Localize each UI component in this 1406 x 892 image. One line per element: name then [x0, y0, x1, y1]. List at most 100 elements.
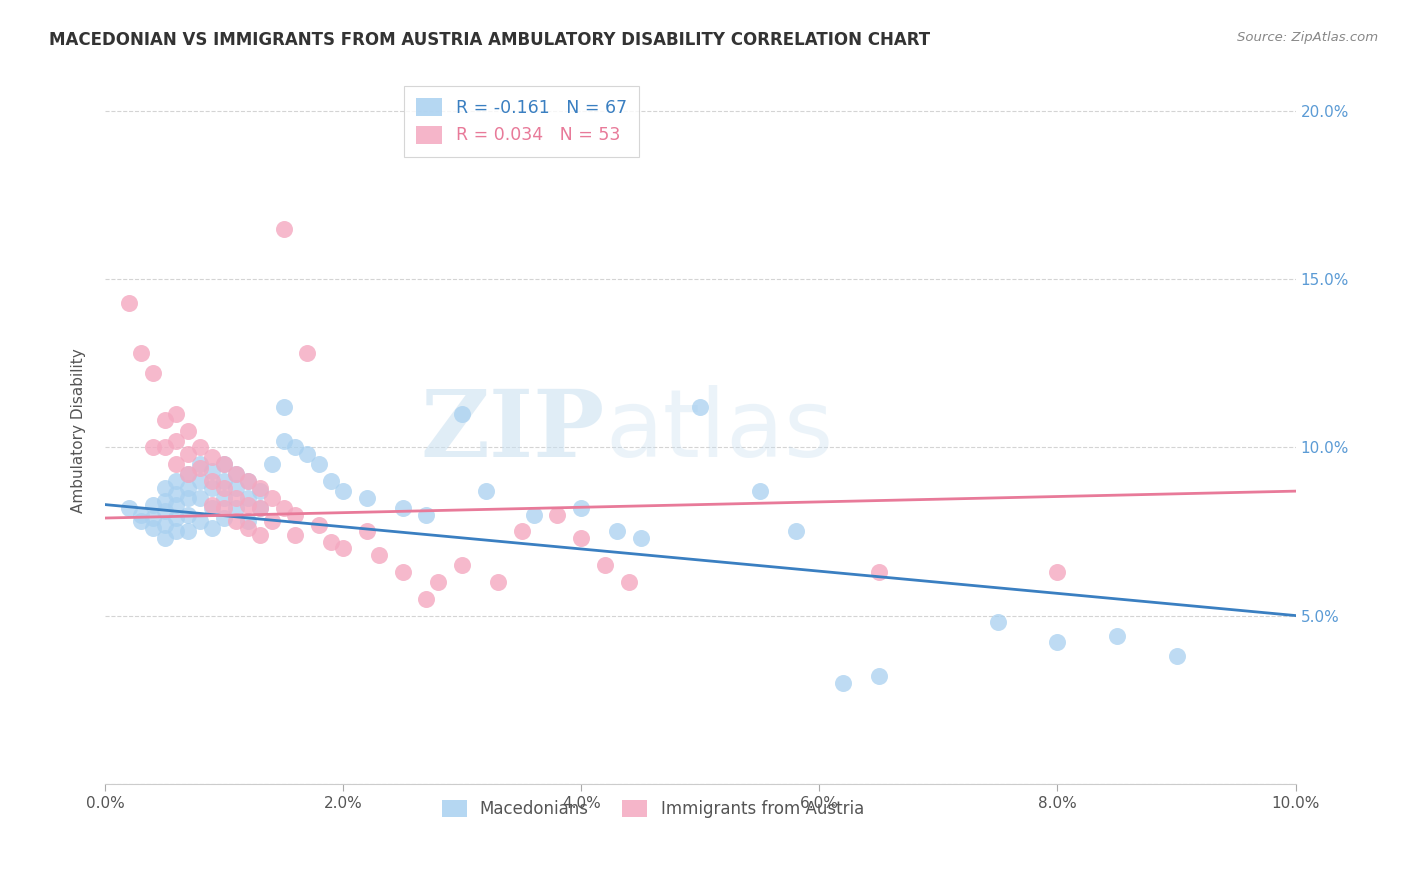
Point	[201, 481, 224, 495]
Point	[212, 481, 235, 495]
Point	[188, 457, 211, 471]
Point	[273, 221, 295, 235]
Point	[1046, 565, 1069, 579]
Point	[249, 481, 271, 495]
Point	[273, 500, 295, 515]
Point	[1105, 629, 1128, 643]
Point	[177, 508, 200, 522]
Point	[177, 424, 200, 438]
Point	[546, 508, 568, 522]
Point	[153, 517, 176, 532]
Point	[321, 534, 343, 549]
Point	[249, 484, 271, 499]
Point	[297, 447, 319, 461]
Point	[356, 524, 378, 539]
Point	[1046, 635, 1069, 649]
Point	[297, 346, 319, 360]
Point	[188, 515, 211, 529]
Point	[153, 531, 176, 545]
Point	[593, 558, 616, 573]
Point	[142, 367, 165, 381]
Point	[284, 441, 307, 455]
Point	[142, 511, 165, 525]
Point	[236, 521, 259, 535]
Point	[236, 515, 259, 529]
Legend: Macedonians, Immigrants from Austria: Macedonians, Immigrants from Austria	[434, 793, 870, 825]
Point	[367, 548, 389, 562]
Point	[142, 498, 165, 512]
Text: MACEDONIAN VS IMMIGRANTS FROM AUSTRIA AMBULATORY DISABILITY CORRELATION CHART: MACEDONIAN VS IMMIGRANTS FROM AUSTRIA AM…	[49, 31, 931, 49]
Point	[510, 524, 533, 539]
Point	[201, 521, 224, 535]
Point	[165, 511, 187, 525]
Point	[201, 474, 224, 488]
Point	[177, 491, 200, 505]
Point	[129, 515, 152, 529]
Point	[569, 500, 592, 515]
Point	[212, 474, 235, 488]
Point	[391, 565, 413, 579]
Text: atlas: atlas	[605, 384, 834, 476]
Point	[142, 521, 165, 535]
Point	[225, 467, 247, 482]
Point	[129, 346, 152, 360]
Point	[249, 528, 271, 542]
Point	[332, 541, 354, 556]
Text: Source: ZipAtlas.com: Source: ZipAtlas.com	[1237, 31, 1378, 45]
Point	[212, 457, 235, 471]
Point	[177, 447, 200, 461]
Point	[356, 491, 378, 505]
Point	[165, 407, 187, 421]
Point	[427, 574, 450, 589]
Point	[188, 460, 211, 475]
Point	[201, 500, 224, 515]
Point	[188, 491, 211, 505]
Point	[617, 574, 640, 589]
Point	[118, 295, 141, 310]
Point	[142, 441, 165, 455]
Point	[308, 517, 330, 532]
Point	[606, 524, 628, 539]
Point	[201, 450, 224, 465]
Point	[236, 474, 259, 488]
Point	[212, 491, 235, 505]
Point	[225, 515, 247, 529]
Point	[249, 500, 271, 515]
Point	[284, 508, 307, 522]
Point	[569, 531, 592, 545]
Point	[308, 457, 330, 471]
Point	[177, 524, 200, 539]
Point	[177, 481, 200, 495]
Point	[153, 504, 176, 518]
Point	[225, 481, 247, 495]
Point	[260, 515, 283, 529]
Point	[236, 498, 259, 512]
Point	[785, 524, 807, 539]
Point	[273, 434, 295, 448]
Point	[129, 508, 152, 522]
Point	[260, 491, 283, 505]
Point	[212, 511, 235, 525]
Point	[153, 481, 176, 495]
Point	[391, 500, 413, 515]
Point	[451, 407, 474, 421]
Point	[177, 467, 200, 482]
Point	[212, 457, 235, 471]
Point	[832, 676, 855, 690]
Point	[748, 484, 770, 499]
Point	[321, 474, 343, 488]
Point	[630, 531, 652, 545]
Point	[987, 615, 1010, 630]
Point	[236, 491, 259, 505]
Point	[523, 508, 546, 522]
Point	[153, 413, 176, 427]
Point	[201, 464, 224, 478]
Point	[225, 467, 247, 482]
Point	[284, 528, 307, 542]
Point	[236, 474, 259, 488]
Point	[188, 441, 211, 455]
Point	[165, 487, 187, 501]
Point	[415, 508, 437, 522]
Point	[201, 498, 224, 512]
Point	[451, 558, 474, 573]
